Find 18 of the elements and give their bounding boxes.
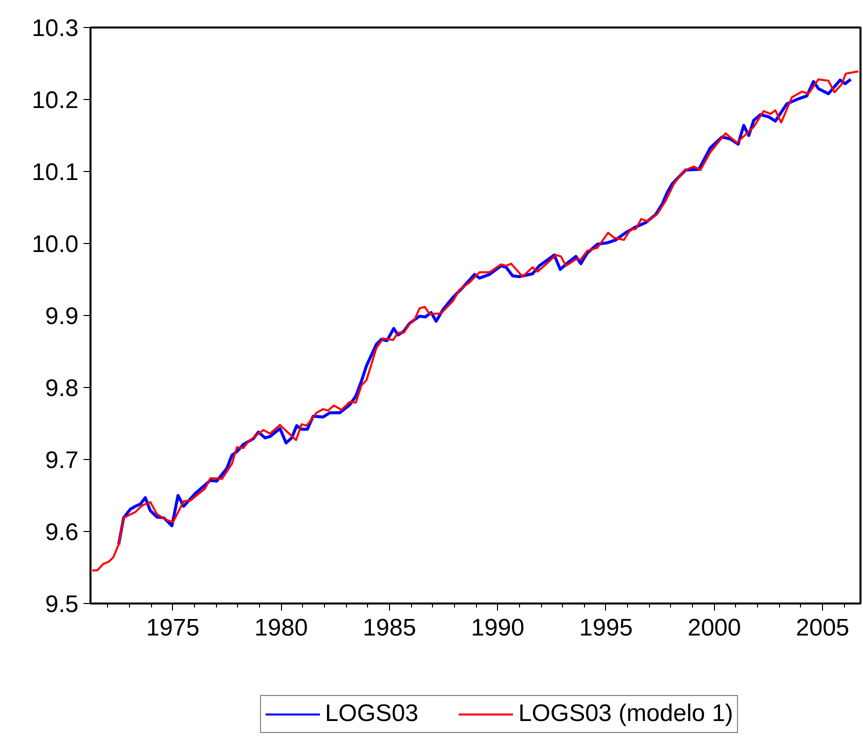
- y-tick-label: 9.6: [45, 519, 79, 546]
- x-tick-label: 1990: [471, 614, 524, 642]
- y-tick-label: 10.3: [32, 15, 79, 42]
- x-tick-label: 1995: [579, 614, 633, 642]
- y-tick-label: 9.9: [45, 303, 79, 330]
- y-tick-label: 10.0: [32, 231, 79, 258]
- x-tick-label: 1980: [254, 614, 308, 642]
- x-tick-label: 2005: [796, 614, 850, 642]
- legend-label: LOGS03 (modelo 1): [518, 700, 734, 728]
- y-tick-label: 10.2: [32, 87, 79, 114]
- y-tick-label: 9.8: [45, 375, 79, 402]
- y-tick-label: 9.5: [45, 591, 79, 618]
- y-tick-label: 10.1: [32, 159, 79, 186]
- legend-label: LOGS03: [325, 700, 418, 728]
- x-tick-label: 1985: [362, 614, 416, 642]
- y-tick-label: 9.7: [45, 447, 79, 474]
- x-tick-label: 2000: [688, 614, 741, 642]
- x-tick-label: 1975: [146, 614, 200, 642]
